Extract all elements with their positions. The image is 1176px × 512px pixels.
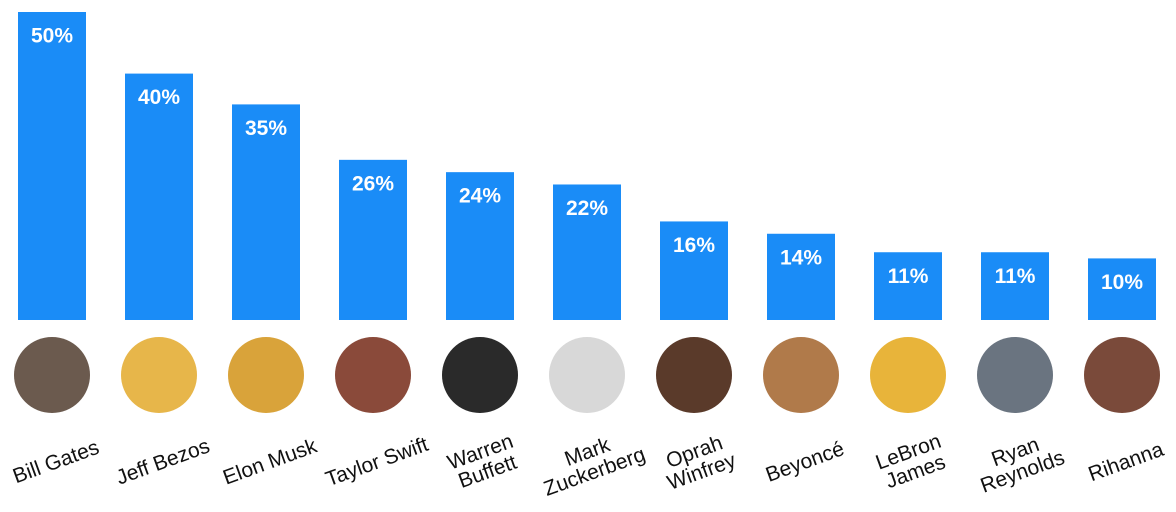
- value-label: 11%: [888, 265, 929, 288]
- photo: [14, 337, 90, 413]
- bar: [446, 172, 514, 320]
- bar: [232, 104, 300, 321]
- bar: [125, 73, 193, 320]
- value-label: 35%: [245, 117, 287, 140]
- photo: [121, 337, 197, 413]
- value-label: 16%: [673, 234, 715, 257]
- value-label: 40%: [138, 86, 180, 109]
- bar: [339, 159, 407, 320]
- bar: [18, 12, 86, 320]
- photo: [977, 337, 1053, 413]
- photo: [656, 337, 732, 413]
- bar: [981, 252, 1049, 320]
- photo: [335, 337, 411, 413]
- photo: [549, 337, 625, 413]
- value-label: 26%: [352, 172, 394, 195]
- photo: [763, 337, 839, 413]
- value-label: 24%: [459, 185, 501, 208]
- photo: [228, 337, 304, 413]
- photo: [1084, 337, 1160, 413]
- value-label: 11%: [995, 265, 1036, 288]
- photo: [442, 337, 518, 413]
- bar: [1088, 258, 1156, 320]
- bar: [660, 221, 728, 320]
- value-label: 10%: [1101, 271, 1143, 294]
- bar: [874, 252, 942, 320]
- bar: [553, 184, 621, 320]
- value-label: 14%: [780, 246, 822, 269]
- photo: [870, 337, 946, 413]
- value-label: 50%: [31, 25, 73, 48]
- bar: [767, 233, 835, 320]
- value-label: 22%: [566, 197, 608, 220]
